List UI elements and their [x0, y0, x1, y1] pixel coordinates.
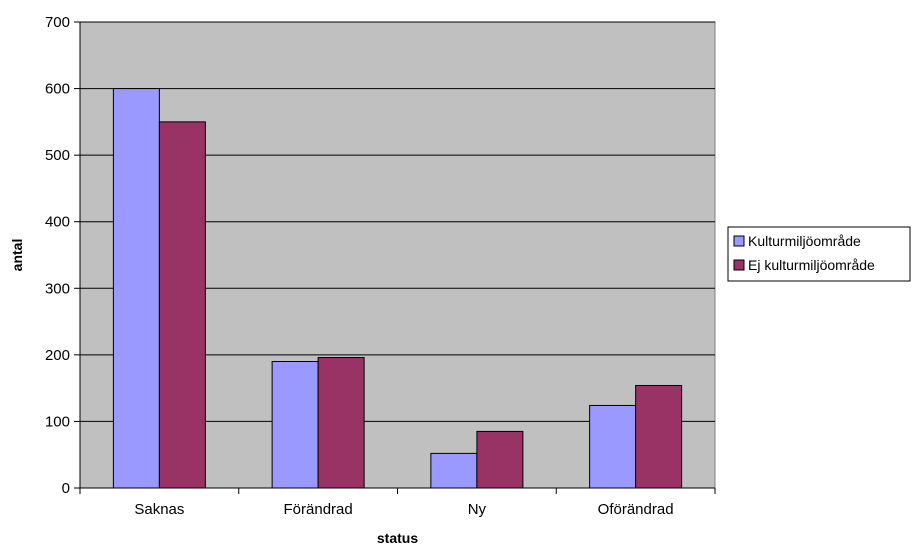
bar: [112, 88, 160, 489]
y-tick-label: 300: [45, 280, 70, 297]
y-tick-label: 100: [45, 413, 70, 430]
bar: [476, 430, 524, 489]
bar: [271, 361, 319, 489]
y-tick-label: 600: [45, 81, 70, 98]
bars: [112, 88, 683, 489]
legend: Kulturmiljöområde Ej kulturmiljöområde: [727, 226, 911, 282]
bar: [317, 357, 365, 489]
bar: [430, 452, 478, 489]
legend-label: Ej kulturmiljöområde: [748, 257, 875, 273]
bar: [158, 121, 206, 489]
legend-swatch: [733, 235, 745, 247]
axes: [74, 21, 716, 494]
y-tick-label: 400: [45, 214, 70, 231]
x-tick-label: Saknas: [134, 501, 184, 518]
y-axis-title: antal: [9, 239, 25, 272]
bar: [635, 384, 683, 489]
x-tick-label: Oförändrad: [598, 501, 674, 518]
x-axis-title: status: [377, 530, 418, 546]
legend-label: Kulturmiljöområde: [748, 233, 861, 249]
y-tick-label: 500: [45, 147, 70, 164]
x-tick-label: Ny: [468, 501, 487, 518]
y-tick-label: 200: [45, 347, 70, 364]
y-tick-labels: 0 100 200 300 400 500 600 700: [45, 14, 70, 497]
y-tick-label: 700: [45, 14, 70, 31]
x-tick-labels: Saknas Förändrad Ny Oförändrad: [134, 501, 673, 518]
legend-swatch: [733, 259, 745, 271]
y-tick-label: 0: [62, 480, 70, 497]
x-tick-label: Förändrad: [284, 501, 353, 518]
legend-box: [727, 226, 911, 282]
bar: [589, 404, 637, 489]
